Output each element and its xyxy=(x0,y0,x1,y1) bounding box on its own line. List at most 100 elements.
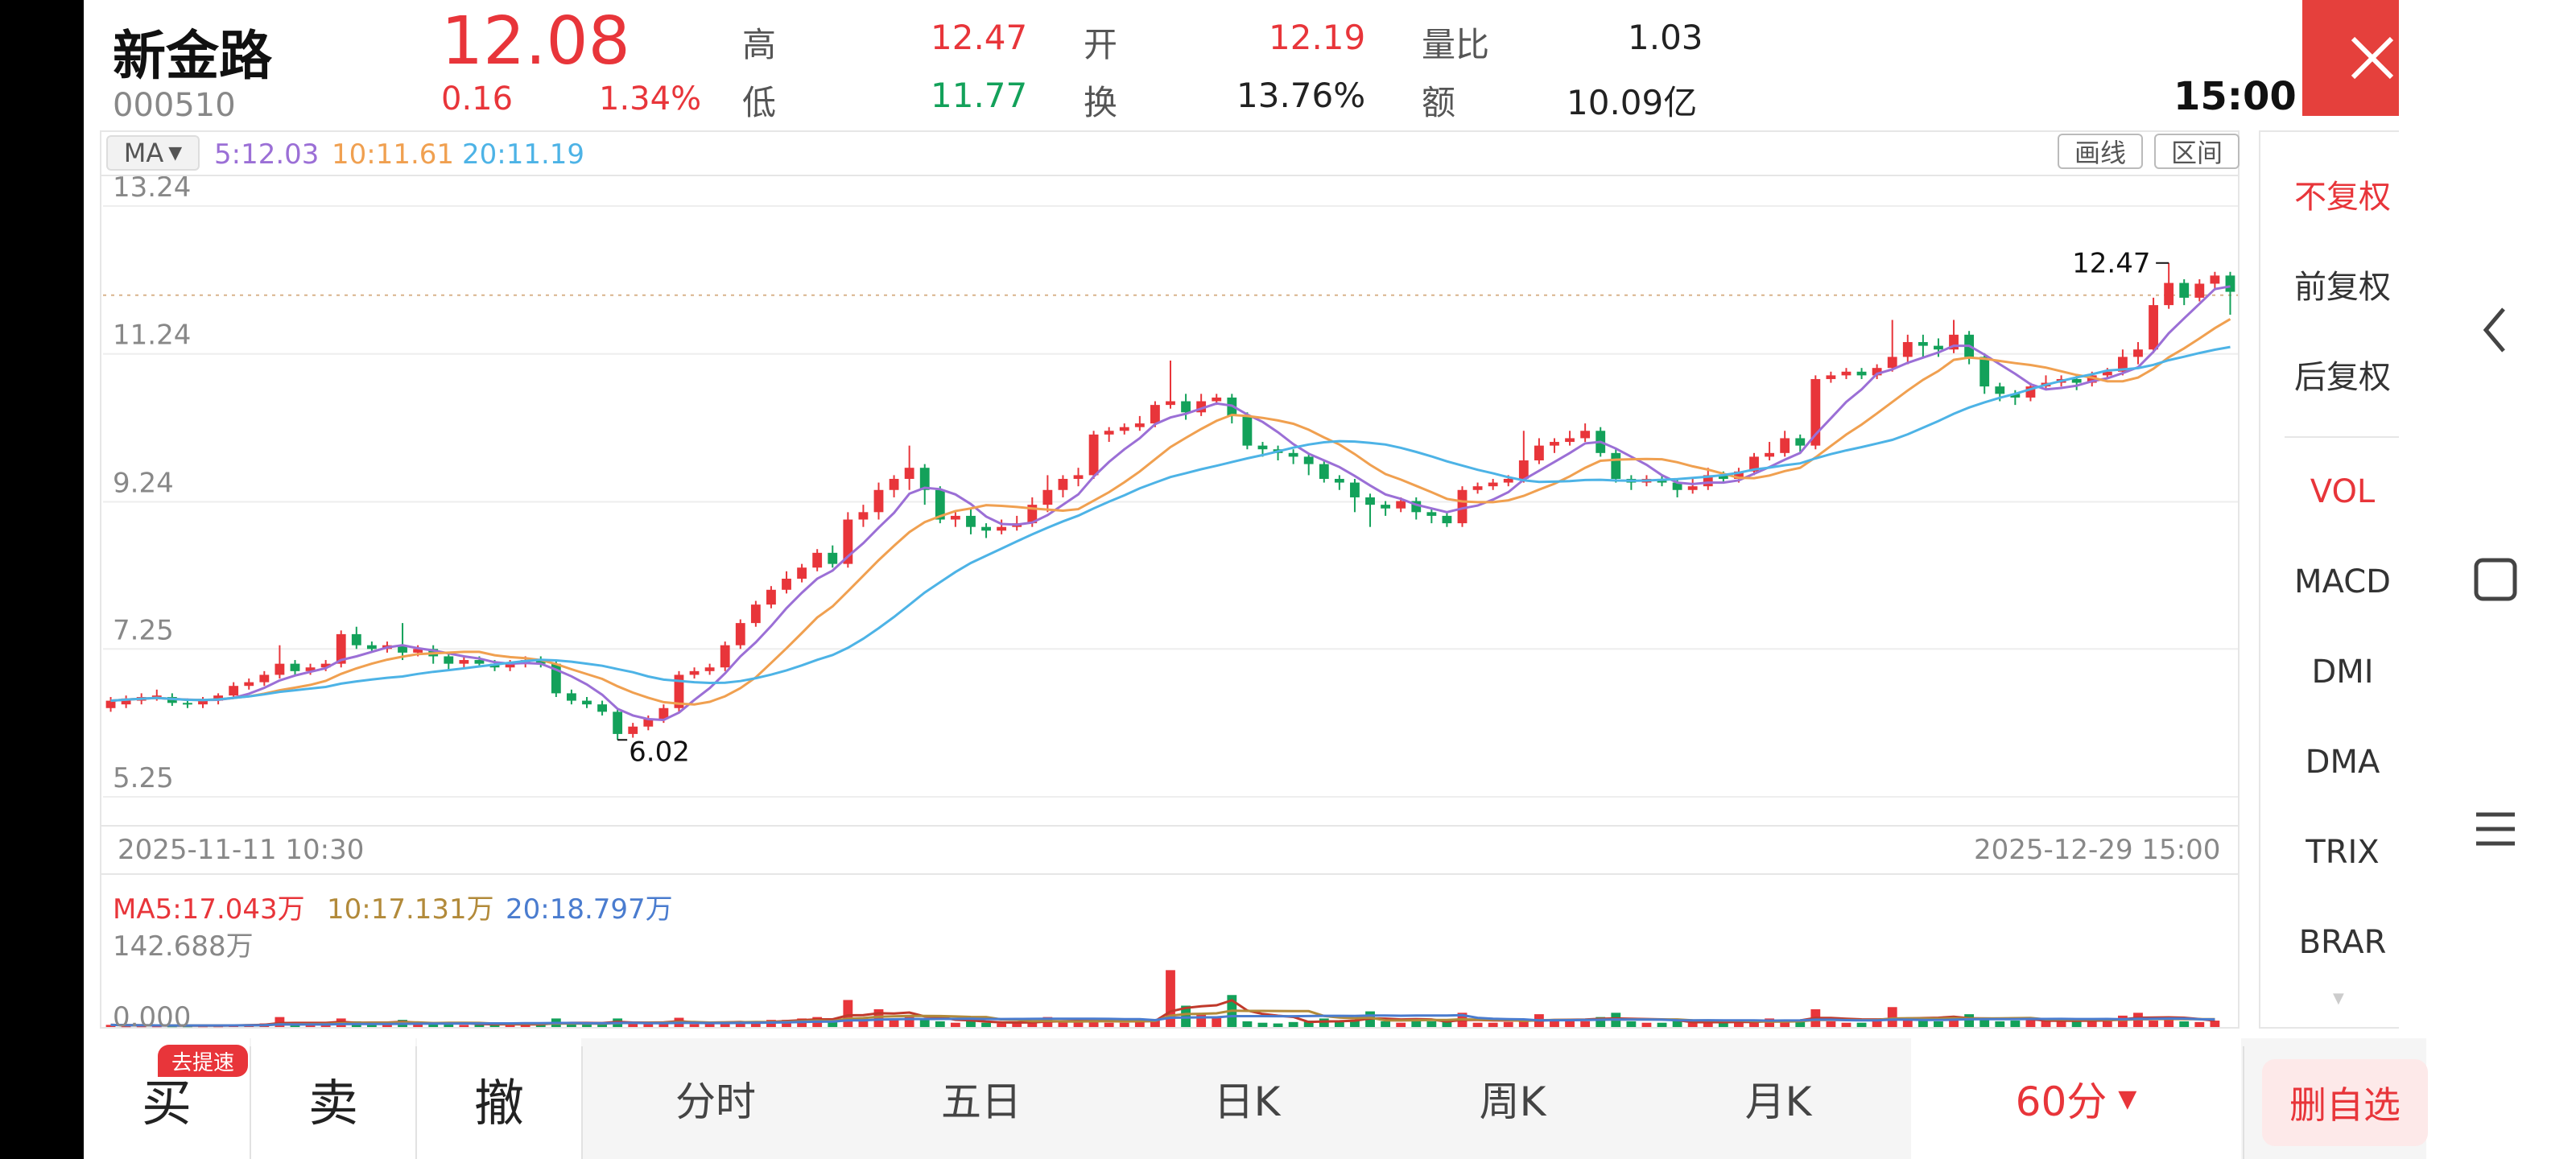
high-annotation: 12.47 xyxy=(2072,248,2150,280)
volume-bar xyxy=(735,1021,745,1027)
cancel-order-button[interactable]: 撤 xyxy=(417,1038,581,1159)
vol-ma10-legend: 10:17.131万 xyxy=(327,893,494,926)
candle-body xyxy=(628,726,638,734)
indicator-vol[interactable]: VOL xyxy=(2310,473,2376,510)
candle-body xyxy=(1242,415,1253,446)
indicator-brar[interactable]: BRAR xyxy=(2298,924,2387,961)
back-nav-button[interactable] xyxy=(2463,298,2528,362)
volume-bar xyxy=(1918,1021,1928,1027)
candle-body xyxy=(2010,394,2021,398)
indicator-dmi[interactable]: DMI xyxy=(2311,654,2374,691)
volume-bar xyxy=(597,1024,607,1027)
ma20-legend: 20:11.19 xyxy=(462,138,585,171)
ma10-legend: 10:11.61 xyxy=(332,138,455,171)
volume-bar xyxy=(2102,1019,2112,1027)
candle-body xyxy=(474,660,485,664)
ma5-line xyxy=(110,285,2231,722)
volume-bar xyxy=(1964,1014,1975,1027)
vol-ma5-legend: MA5:17.043万 xyxy=(113,893,305,926)
volume-bar xyxy=(1442,1021,1452,1027)
candle-body xyxy=(858,512,869,520)
volume-bar xyxy=(1580,1021,1591,1027)
system-nav-bar xyxy=(2399,0,2576,1159)
tab-monthly-k[interactable]: 月K xyxy=(1744,1079,1812,1125)
volume-bar xyxy=(1657,1022,1667,1027)
back-icon xyxy=(2483,307,2505,353)
volume-bar xyxy=(1841,1022,1852,1027)
volume-bar xyxy=(1826,1021,1836,1027)
volume-bar xyxy=(1411,1021,1422,1027)
candle-body xyxy=(1472,486,1483,490)
adjust-backward[interactable]: 后复权 xyxy=(2294,359,2391,396)
home-nav-button[interactable] xyxy=(2463,547,2528,612)
volume-bar xyxy=(1734,1021,1744,1027)
volume-bar xyxy=(981,1022,991,1027)
volume-bar xyxy=(459,1025,469,1027)
sell-button[interactable]: 卖 xyxy=(251,1038,415,1159)
candle-body xyxy=(1902,342,1913,357)
candle-body xyxy=(1150,405,1160,424)
tab-period-60min[interactable]: 60分 ▼ xyxy=(1911,1038,2241,1159)
volume-bar xyxy=(1242,1021,1253,1027)
turnover-value: 13.76% xyxy=(1236,76,1366,115)
candle-body xyxy=(1550,442,1559,446)
volume-bar xyxy=(1749,1021,1759,1027)
volume-bar xyxy=(382,1025,392,1027)
adjust-none[interactable]: 不复权 xyxy=(2294,179,2391,216)
volume-bar xyxy=(1012,1022,1022,1027)
tab-five-day[interactable]: 五日 xyxy=(941,1079,1022,1125)
candle-body xyxy=(1426,512,1437,516)
adjust-forward[interactable]: 前复权 xyxy=(2294,269,2391,306)
candle-body xyxy=(1995,386,2005,394)
volume-bar xyxy=(2056,1021,2066,1027)
speed-up-badge: 去提速 xyxy=(158,1045,248,1077)
tab-intraday[interactable]: 分时 xyxy=(675,1079,756,1125)
volume-bar xyxy=(1196,1014,1207,1027)
volume-bar xyxy=(1119,1022,1129,1027)
candle-body xyxy=(981,526,991,531)
volume-bar xyxy=(1503,1021,1513,1027)
close-icon xyxy=(2351,36,2394,80)
remove-favorite-button[interactable]: 删自选 xyxy=(2262,1059,2428,1146)
candle-body xyxy=(704,667,715,671)
indicator-dma[interactable]: DMA xyxy=(2305,744,2380,781)
indicator-macd[interactable]: MACD xyxy=(2294,563,2391,600)
tab-daily-k[interactable]: 日K xyxy=(1213,1079,1281,1125)
volume-bar xyxy=(1319,1018,1329,1027)
menu-icon xyxy=(2476,812,2515,846)
volume-bar xyxy=(1596,1017,1606,1027)
ma-selector[interactable]: MA ▼ xyxy=(106,135,200,171)
open-value: 12.19 xyxy=(1269,18,1366,57)
candle-body xyxy=(1396,501,1406,509)
volume-bar xyxy=(444,1022,454,1027)
volume-bar xyxy=(1703,1021,1713,1027)
candle-body xyxy=(674,674,684,708)
draw-line-button[interactable]: 画线 xyxy=(2058,134,2143,169)
period-label: 60分 xyxy=(2015,1079,2107,1125)
indicator-trix[interactable]: TRIX xyxy=(2306,834,2380,871)
candle-body xyxy=(229,686,239,696)
interval-button[interactable]: 区间 xyxy=(2154,134,2240,169)
volume-bar xyxy=(1550,1020,1559,1027)
volume-bar xyxy=(889,1018,899,1027)
recents-nav-button[interactable] xyxy=(2463,797,2528,861)
volume-bar xyxy=(2149,1021,2158,1027)
candle-body xyxy=(1810,378,1821,446)
candle-body xyxy=(1334,478,1344,483)
candle-body xyxy=(2025,386,2036,398)
candle-body xyxy=(1288,452,1298,457)
volume-bar xyxy=(2179,1021,2190,1027)
tab-weekly-k[interactable]: 周K xyxy=(1479,1079,1546,1125)
candle-body xyxy=(1411,501,1422,513)
candle-body xyxy=(966,515,976,527)
candle-body xyxy=(1381,505,1391,509)
volume-bar xyxy=(1518,1021,1529,1027)
candle-body xyxy=(1703,475,1713,487)
volume-bar xyxy=(505,1024,515,1027)
y-tick-label: 13.24 xyxy=(113,171,191,204)
price-change: 0.16 xyxy=(441,80,514,118)
candle-body xyxy=(121,698,131,705)
candle-body xyxy=(1503,478,1513,483)
open-label: 开 xyxy=(1084,25,1118,64)
